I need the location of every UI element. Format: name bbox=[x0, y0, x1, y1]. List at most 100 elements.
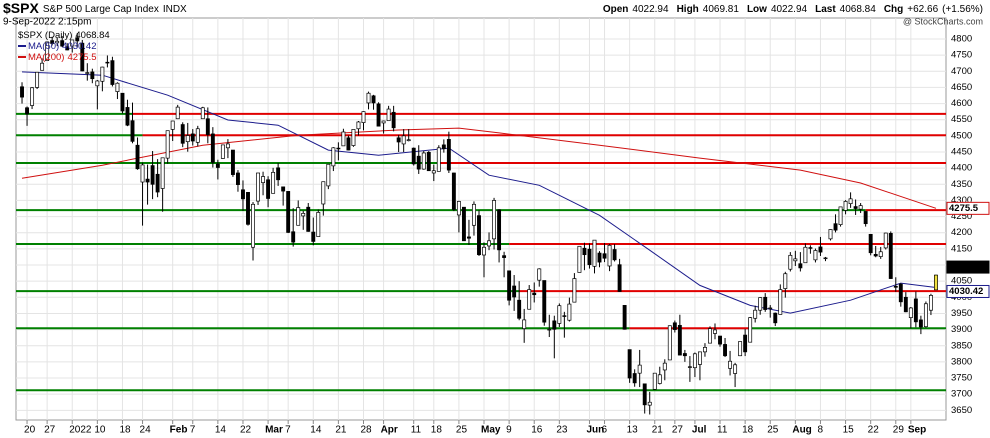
value-tag-box bbox=[946, 260, 990, 274]
candle-body bbox=[391, 111, 396, 129]
exchange: INDX bbox=[163, 4, 187, 15]
candle-body bbox=[713, 329, 717, 334]
x-tick-label: 11 bbox=[717, 425, 728, 436]
candle-body bbox=[210, 133, 215, 163]
quote-label: High bbox=[677, 4, 699, 15]
x-tick-label: Jul bbox=[692, 425, 707, 436]
y-tick-label: 4500 bbox=[951, 130, 972, 141]
legend-value: 4030.42 bbox=[62, 41, 96, 52]
grid: 3650370037503800385039003950400040504100… bbox=[16, 18, 972, 436]
candle-body bbox=[778, 289, 783, 315]
candle-body bbox=[547, 328, 552, 331]
candle-body bbox=[918, 319, 923, 328]
candle-body bbox=[833, 223, 838, 231]
subtitle: S&P 500 Large Cap Index bbox=[43, 4, 159, 15]
x-tick-label: 23 bbox=[556, 425, 568, 436]
value-tag-box bbox=[946, 284, 990, 298]
candle-body bbox=[823, 257, 828, 260]
quote-label: Open bbox=[603, 4, 629, 15]
candle-body bbox=[602, 253, 607, 259]
value-tag: 4030.42 bbox=[949, 286, 983, 297]
y-tick-label: 3850 bbox=[951, 340, 972, 351]
candle-body bbox=[853, 206, 858, 209]
candle-body bbox=[466, 236, 471, 239]
candle-body bbox=[90, 71, 95, 80]
candle-body bbox=[758, 297, 763, 311]
candle-body bbox=[873, 254, 878, 257]
candle-body bbox=[843, 201, 848, 211]
candle-body bbox=[923, 303, 928, 328]
x-tick-label: 10 bbox=[94, 425, 106, 436]
candle-body bbox=[838, 206, 843, 226]
candle-body bbox=[743, 334, 748, 353]
x-tick-label: 18 bbox=[119, 425, 131, 436]
x-tick-label: 21 bbox=[335, 425, 347, 436]
x-tick-label: 14 bbox=[215, 425, 227, 436]
candle-body bbox=[311, 231, 316, 242]
ma-line bbox=[21, 71, 937, 314]
candle-body bbox=[542, 280, 547, 323]
candle-body bbox=[120, 92, 125, 112]
candle-body bbox=[647, 401, 652, 406]
candle-body bbox=[733, 364, 738, 374]
x-tick-label: 27 bbox=[44, 425, 56, 436]
x-tick-label: Jun bbox=[586, 425, 604, 436]
y-tick-label: 4200 bbox=[951, 227, 972, 238]
candle-body bbox=[677, 325, 682, 356]
candle-body bbox=[261, 176, 266, 184]
candle-body bbox=[497, 209, 502, 251]
candle-body bbox=[256, 172, 260, 202]
candle-body bbox=[406, 139, 411, 142]
candle-body bbox=[20, 86, 24, 98]
x-tick-label: 24 bbox=[140, 425, 152, 436]
candle-body bbox=[266, 179, 271, 199]
candle-body bbox=[662, 362, 667, 371]
candle-body bbox=[451, 172, 456, 210]
x-tick-label: Sep bbox=[908, 425, 926, 436]
quote-value: 4069.81 bbox=[703, 4, 740, 15]
x-tick-label: 14 bbox=[310, 425, 322, 436]
candle-body bbox=[808, 247, 813, 249]
y-tick-label: 3650 bbox=[951, 405, 972, 416]
candle-body bbox=[110, 60, 115, 85]
y-tick-label: 3950 bbox=[951, 308, 972, 319]
candle-body bbox=[527, 289, 532, 310]
candle-body bbox=[291, 231, 296, 243]
ticker: $SPX bbox=[3, 0, 39, 16]
x-tick-label: 25 bbox=[767, 425, 779, 436]
candle-body bbox=[50, 40, 55, 44]
candle-body bbox=[115, 82, 120, 92]
candle-body bbox=[230, 149, 235, 175]
candle-body bbox=[657, 374, 662, 384]
candle-body bbox=[321, 181, 326, 205]
candle-body bbox=[903, 296, 908, 313]
x-tick-label: 6 bbox=[602, 425, 608, 436]
y-tick-label: 3700 bbox=[951, 389, 972, 400]
candle-body bbox=[562, 315, 567, 317]
quote-label: Chg bbox=[884, 4, 903, 15]
candle-body bbox=[477, 215, 481, 256]
candle-body bbox=[356, 121, 361, 130]
candle-body bbox=[753, 309, 758, 319]
legend-entry: MA(200) 4275.5 bbox=[28, 52, 97, 63]
candle-body bbox=[401, 135, 406, 145]
candle-body bbox=[236, 172, 240, 185]
y-tick-label: 4250 bbox=[951, 211, 972, 222]
candle-body bbox=[632, 373, 637, 384]
y-tick-label: 4600 bbox=[951, 98, 972, 109]
candle-body bbox=[386, 108, 391, 122]
x-tick-label: Apr bbox=[381, 425, 398, 436]
candle-body bbox=[763, 296, 768, 310]
x-tick-label: 7 bbox=[190, 425, 196, 436]
candle-body bbox=[868, 233, 873, 254]
candle-body bbox=[522, 319, 527, 329]
candle-body bbox=[818, 246, 823, 253]
y-tick-label: 4050 bbox=[951, 276, 972, 287]
candle-body bbox=[557, 305, 562, 324]
labels: 4275.5 4030.42 4068.84 bbox=[946, 201, 990, 298]
quote-label: Low bbox=[747, 4, 767, 15]
candle-body bbox=[552, 320, 557, 330]
candle-body bbox=[793, 258, 798, 262]
y-tick-label: 4350 bbox=[951, 179, 972, 190]
